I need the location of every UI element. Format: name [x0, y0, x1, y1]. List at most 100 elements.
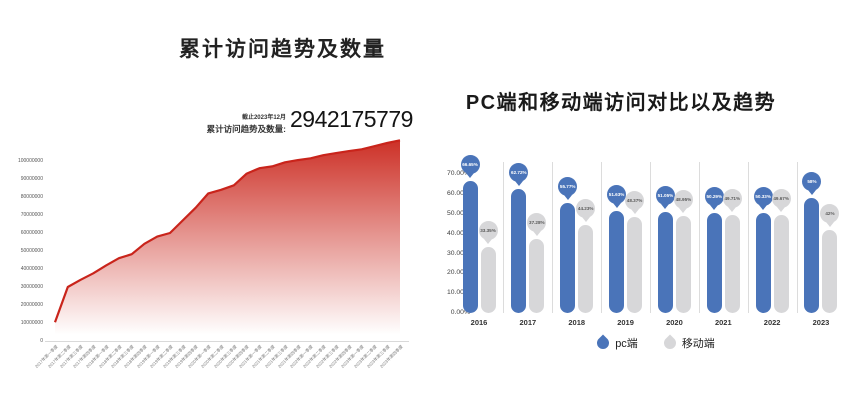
right-y-tick-label: 20.00%: [446, 269, 470, 277]
bubble-value-label: 33.35%: [478, 220, 498, 240]
bubble-value-label: 55.77%: [558, 176, 578, 196]
pc-bar[interactable]: [560, 202, 576, 313]
pc-bar[interactable]: [462, 181, 478, 313]
mobile-bar[interactable]: [773, 214, 789, 313]
bubble-pointer: [581, 217, 590, 223]
mobile-bar[interactable]: [822, 229, 838, 313]
left-y-tick-label: 40000000: [20, 266, 43, 272]
pc-value-bubble[interactable]: 50.29%: [704, 187, 724, 211]
bubble-pointer: [807, 190, 816, 196]
pc-bar[interactable]: [755, 213, 771, 313]
cumulative-visits-chart: 累计访问趋势及数量 截止2023年12月 累计访问趋势及数量: 29421757…: [18, 38, 413, 369]
pc-mobile-comparison-chart: PC端和移动端访问对比以及趋势 70.00% 60.00% 50.00% 40.00%…: [426, 0, 852, 411]
as-of-date-label: 截止2023年12月: [241, 115, 286, 121]
mobile-legend-marker-icon: [661, 334, 679, 352]
year-label: 2018: [568, 318, 586, 327]
bubble-value-label: 50.33%: [753, 187, 773, 207]
pc-bar[interactable]: [511, 188, 527, 313]
cumulative-annotation: 截止2023年12月 累计访问趋势及数量:: [120, 112, 286, 135]
mobile-bar[interactable]: [627, 217, 643, 313]
cumulative-area-plot: [53, 139, 401, 341]
bubble-pointer: [777, 206, 786, 212]
bubble-pointer: [661, 203, 670, 209]
bubble-value-label: 44.23%: [576, 199, 596, 219]
mobile-value-bubble[interactable]: 42%: [820, 203, 840, 227]
bubble-pointer: [532, 231, 541, 237]
pc-bar[interactable]: [706, 213, 722, 313]
mobile-bar[interactable]: [529, 239, 545, 313]
group-separator-line: [650, 162, 651, 313]
bubble-value-label: 51.63%: [607, 184, 627, 204]
bubble-value-label: 49.67%: [771, 188, 791, 208]
right-y-tick-label: 10.00%: [446, 289, 470, 297]
bubble-pointer: [759, 205, 768, 211]
left-y-tick-label: 50000000: [20, 248, 43, 254]
group-separator-line: [552, 162, 554, 313]
cumulative-trend-line: [53, 139, 401, 323]
left-y-tick-label: 70000000: [20, 212, 43, 218]
mobile-bar[interactable]: [578, 225, 594, 313]
right-y-tick-label: 60.00%: [446, 190, 470, 198]
pc-bar[interactable]: [609, 210, 625, 313]
group-separator-line: [503, 162, 505, 313]
group-separator-line: [698, 162, 700, 313]
pc-value-bubble[interactable]: 62.72%: [509, 162, 529, 186]
pc-value-bubble[interactable]: 66.65%: [460, 155, 480, 179]
bubble-value-label: 50.29%: [704, 187, 724, 207]
right-y-tick-label: 0.00%: [450, 309, 470, 316]
mobile-bar[interactable]: [480, 246, 496, 313]
legend-item-pc[interactable]: pc端: [594, 334, 638, 352]
right-y-tick-label: 40.00%: [446, 229, 470, 237]
legend-item-mobile[interactable]: 移动端: [661, 334, 715, 352]
right-y-tick-label: 30.00%: [446, 249, 470, 257]
mobile-bar[interactable]: [724, 214, 740, 313]
bubble-value-label: 49.71%: [722, 188, 742, 208]
mobile-value-bubble[interactable]: 48.95%: [673, 190, 693, 214]
bubble-value-label: 66.65%: [460, 155, 480, 175]
pc-value-bubble[interactable]: 50.33%: [753, 187, 773, 211]
bubble-pointer: [514, 180, 523, 186]
left-x-axis-line: [45, 341, 409, 342]
year-label: 2021: [714, 318, 732, 327]
bubble-value-label: 58%: [802, 172, 822, 192]
bubble-value-label: 48.95%: [673, 190, 693, 210]
pc-bar[interactable]: [657, 211, 673, 313]
bubble-pointer: [710, 205, 719, 211]
group-separator-line: [796, 162, 798, 313]
left-y-tick-label: 90000000: [20, 176, 43, 182]
mobile-bar[interactable]: [675, 216, 691, 313]
bubble-pointer: [728, 206, 737, 212]
left-y-tick-label: 60000000: [20, 230, 43, 236]
bubble-pointer: [612, 202, 621, 208]
left-y-tick-label: 80000000: [20, 194, 43, 200]
pc-value-bubble[interactable]: 51.63%: [607, 184, 627, 208]
bubble-value-label: 62.72%: [509, 162, 529, 182]
pc-bar[interactable]: [804, 198, 820, 313]
year-label: 2022: [763, 318, 781, 327]
bubble-value-label: 37.28%: [527, 213, 547, 233]
right-y-tick-label: 70.00%: [446, 170, 470, 178]
bubble-value-label: 42%: [820, 203, 840, 223]
mobile-value-bubble[interactable]: 33.35%: [478, 220, 498, 244]
pc-value-bubble[interactable]: 58%: [802, 172, 822, 196]
legend-label: 移动端: [681, 338, 715, 350]
cumulative-total-value: 2942175779: [290, 106, 413, 132]
left-y-tick-label: 20000000: [20, 302, 43, 308]
pc-value-bubble[interactable]: 51.05%: [655, 185, 675, 209]
group-separator-line: [601, 162, 603, 313]
bubble-pointer: [825, 221, 834, 227]
mobile-value-bubble[interactable]: 37.28%: [527, 213, 547, 237]
mobile-value-bubble[interactable]: 44.23%: [576, 199, 596, 223]
mobile-value-bubble[interactable]: 49.71%: [722, 188, 742, 212]
mobile-value-bubble[interactable]: 48.37%: [625, 191, 645, 215]
right-chart-title: PC端和移动端访问对比以及趋势: [465, 92, 777, 114]
cumulative-area: [55, 140, 400, 341]
mobile-value-bubble[interactable]: 49.67%: [771, 188, 791, 212]
right-y-tick-label: 50.00%: [446, 210, 470, 217]
pc-legend-marker-icon: [594, 334, 612, 352]
year-label: 2020: [666, 318, 683, 327]
year-label: 2016: [470, 318, 488, 327]
pc-value-bubble[interactable]: 55.77%: [558, 176, 578, 200]
year-label: 2019: [617, 318, 634, 327]
